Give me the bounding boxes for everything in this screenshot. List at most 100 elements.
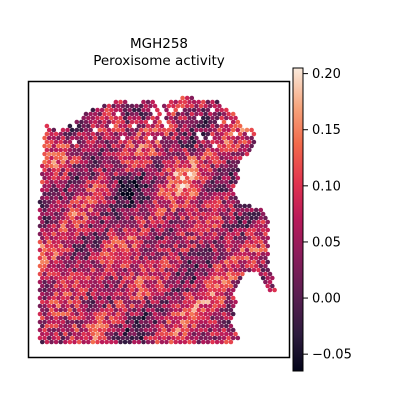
spot-point (138, 303, 144, 309)
spot-point (136, 275, 142, 281)
spot-point (111, 111, 116, 117)
spot-point (65, 175, 70, 181)
spot-point (157, 271, 162, 277)
spot-point (182, 323, 188, 329)
spot-point (235, 143, 241, 149)
spot-point (184, 327, 190, 333)
spot-point (191, 315, 197, 321)
spot-point (145, 259, 151, 265)
spot-point (143, 247, 149, 253)
spot-point (125, 255, 130, 261)
spot-point (127, 139, 132, 145)
spot-point (113, 275, 119, 281)
spot-point (141, 315, 146, 321)
spot-point (63, 323, 68, 329)
spot-point (233, 251, 238, 257)
spot-point (109, 331, 114, 337)
spot-point (118, 275, 123, 281)
spot-point (115, 183, 121, 189)
spot-point (104, 307, 109, 313)
spot-point (113, 307, 119, 313)
spot-point (212, 311, 218, 317)
spot-point (74, 159, 80, 165)
spot-point (120, 287, 126, 293)
spot-point (58, 251, 63, 257)
spot-point (102, 255, 107, 261)
spot-point (53, 179, 59, 185)
spot-point (46, 247, 52, 253)
spot-point (205, 307, 211, 313)
spot-point (67, 123, 73, 129)
spot-point (230, 255, 236, 261)
spot-point (201, 291, 206, 297)
spot-point (113, 123, 119, 129)
spot-point (63, 195, 68, 201)
spot-point (182, 307, 188, 313)
spot-point (118, 339, 123, 345)
spot-point (46, 223, 52, 229)
spot-point (210, 323, 215, 329)
spot-point (118, 243, 123, 249)
spot-point (74, 327, 80, 333)
spot-point (109, 291, 114, 297)
spot-point (113, 195, 119, 201)
spot-point (159, 283, 165, 289)
spot-point (175, 199, 181, 205)
spot-point (42, 143, 47, 149)
spot-point (145, 155, 151, 161)
spot-point (134, 223, 139, 229)
spot-point (145, 171, 151, 177)
spot-point (118, 171, 123, 177)
spot-point (164, 163, 169, 169)
spot-point (125, 175, 130, 181)
spot-point (118, 147, 123, 153)
spot-point (182, 179, 188, 185)
spot-point (51, 143, 57, 149)
spot-point (171, 279, 176, 285)
spot-point (161, 191, 167, 197)
spot-point (113, 315, 119, 321)
spot-point (63, 211, 68, 217)
spot-point (69, 223, 75, 229)
spot-point (175, 119, 181, 125)
spot-point (111, 183, 116, 189)
spot-point (178, 275, 183, 281)
spot-point (118, 259, 123, 265)
spot-point (99, 339, 105, 345)
spot-point (88, 303, 93, 309)
spot-point (207, 271, 213, 277)
spot-point (113, 155, 119, 161)
spot-point (88, 271, 93, 277)
spot-point (152, 175, 158, 181)
spot-point (106, 231, 112, 237)
spot-point (44, 187, 50, 193)
spot-point (129, 295, 135, 301)
spot-point (247, 147, 252, 153)
spot-point (240, 271, 245, 277)
spot-point (40, 187, 45, 193)
spot-point (67, 267, 73, 273)
spot-point (138, 239, 144, 245)
spot-point (40, 227, 45, 233)
spot-point (198, 223, 204, 229)
spot-point (219, 131, 224, 137)
spot-point (109, 275, 114, 281)
spot-point (120, 199, 126, 205)
spot-point (198, 247, 204, 253)
spot-point (155, 275, 160, 281)
spot-point (46, 207, 52, 213)
spot-point (42, 287, 47, 293)
spot-point (184, 111, 190, 117)
spot-point (92, 119, 98, 125)
spot-point (150, 147, 155, 153)
spot-point (178, 203, 183, 209)
spot-point (152, 319, 158, 325)
spot-point (79, 271, 84, 277)
spot-point (134, 191, 139, 197)
spot-point (143, 111, 149, 117)
spot-point (187, 155, 192, 161)
spot-point (132, 179, 137, 185)
spot-point (256, 251, 261, 257)
spot-point (226, 167, 231, 173)
spot-point (120, 247, 126, 253)
